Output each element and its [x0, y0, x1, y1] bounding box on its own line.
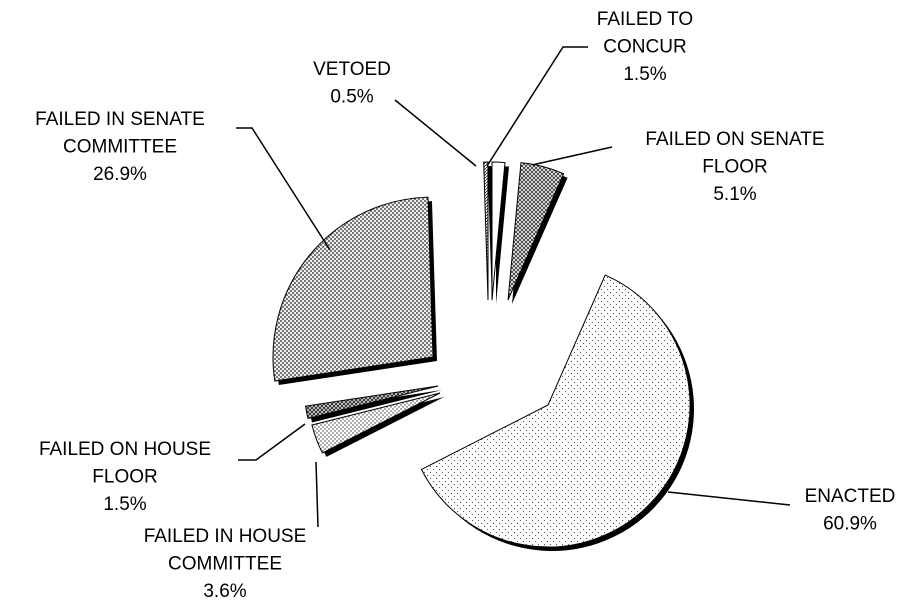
slice [491, 161, 506, 301]
slice-shadow [315, 397, 444, 457]
leader-line [315, 461, 319, 528]
leader-line [394, 99, 477, 167]
slice-shadow [309, 390, 442, 423]
slice [311, 392, 441, 454]
slice-label: VETOED [313, 59, 391, 80]
slices [272, 161, 691, 548]
slice [304, 385, 439, 420]
value-label: 3.6% [203, 581, 246, 602]
value-label: 0.5% [330, 87, 373, 108]
slice-label: ENACTED [805, 486, 896, 507]
slice [483, 161, 489, 301]
slice-label: FAILED ON HOUSE FLOOR [39, 439, 211, 488]
leader-line [238, 423, 306, 461]
value-label: 5.1% [713, 184, 756, 205]
slice-shadow [487, 166, 492, 304]
leader-line [667, 491, 791, 506]
slice-label: FAILED TO CONCUR [597, 9, 693, 58]
slice [420, 274, 691, 548]
value-label: 1.5% [103, 494, 146, 515]
value-label: 60.9% [823, 514, 877, 535]
slice [272, 196, 434, 382]
value-label: 26.9% [93, 164, 147, 185]
slice-label: FAILED IN HOUSE COMMITTEE [144, 526, 307, 575]
leader-line [236, 127, 331, 251]
slice-label: FAILED ON SENATE FLOOR [645, 129, 824, 178]
value-label: 1.5% [623, 64, 666, 85]
leader-line [486, 46, 588, 167]
leader-line [531, 146, 613, 166]
slice [507, 162, 565, 301]
labels: FAILED TO CONCUR 1.5% FAILED ON SENATE FLOOR… [35, 9, 895, 602]
slice-label: FAILED IN SENATE COMMITTEE [35, 109, 205, 158]
